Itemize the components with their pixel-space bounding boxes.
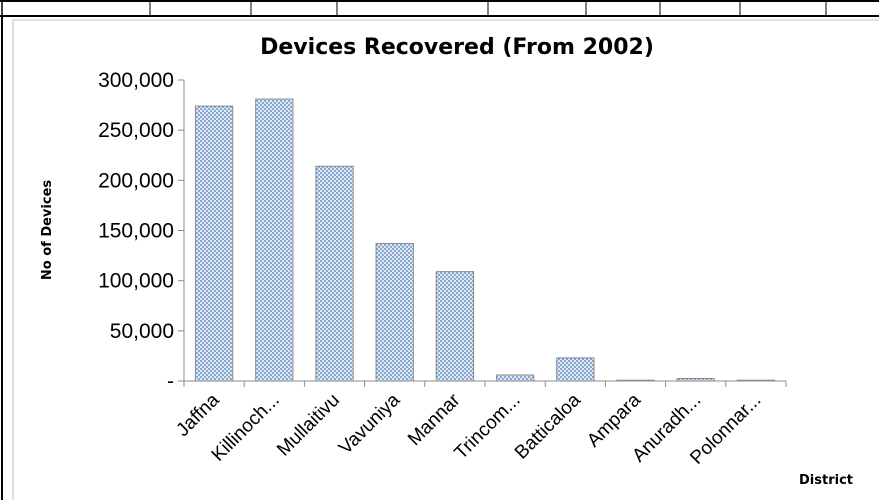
bar-killinoch xyxy=(255,98,294,382)
x-category-label: Jaffna xyxy=(172,389,224,441)
y-tick-labels: - 50,000 100,000 150,000 200,000 250,000 300,0… xyxy=(98,69,174,393)
y-tick-label: 300,000 xyxy=(98,69,174,92)
bars-group xyxy=(194,98,776,382)
y-tick-label: - xyxy=(167,370,174,393)
y-axis-title: No of Devices xyxy=(40,180,55,281)
y-tick-label: 250,000 xyxy=(98,119,174,142)
y-tick-label: 50,000 xyxy=(110,320,174,343)
x-category-label: Mannar xyxy=(404,389,465,450)
x-category-label: Trincom... xyxy=(451,390,525,464)
table-remnant xyxy=(0,0,879,17)
chart-title: Devices Recovered (From 2002) xyxy=(260,35,654,60)
y-tick-label: 150,000 xyxy=(98,220,174,243)
bar-jaffna xyxy=(194,105,234,382)
bar-ampara xyxy=(616,379,655,382)
x-axis-title: District xyxy=(799,473,853,488)
bar-vavuniya xyxy=(375,243,414,382)
y-tick-label: 200,000 xyxy=(98,169,174,192)
bar-mullaitivu xyxy=(315,165,354,382)
bar-polonnar xyxy=(736,379,776,382)
chart-frame xyxy=(12,19,879,500)
y-axis-ticks xyxy=(178,79,184,382)
x-category-label: Ampara xyxy=(583,389,645,451)
bar-mannar xyxy=(435,271,475,382)
bar-batticaloa xyxy=(556,357,595,382)
x-category-label: Vavuniya xyxy=(335,389,404,458)
bar-trincom xyxy=(495,374,535,382)
x-axis-ticks xyxy=(183,381,787,387)
x-category-label: Mullaitivu xyxy=(273,390,344,461)
y-tick-label: 100,000 xyxy=(98,270,174,293)
bar-anuradh xyxy=(676,377,715,382)
x-category-label: Batticaloa xyxy=(511,389,585,463)
